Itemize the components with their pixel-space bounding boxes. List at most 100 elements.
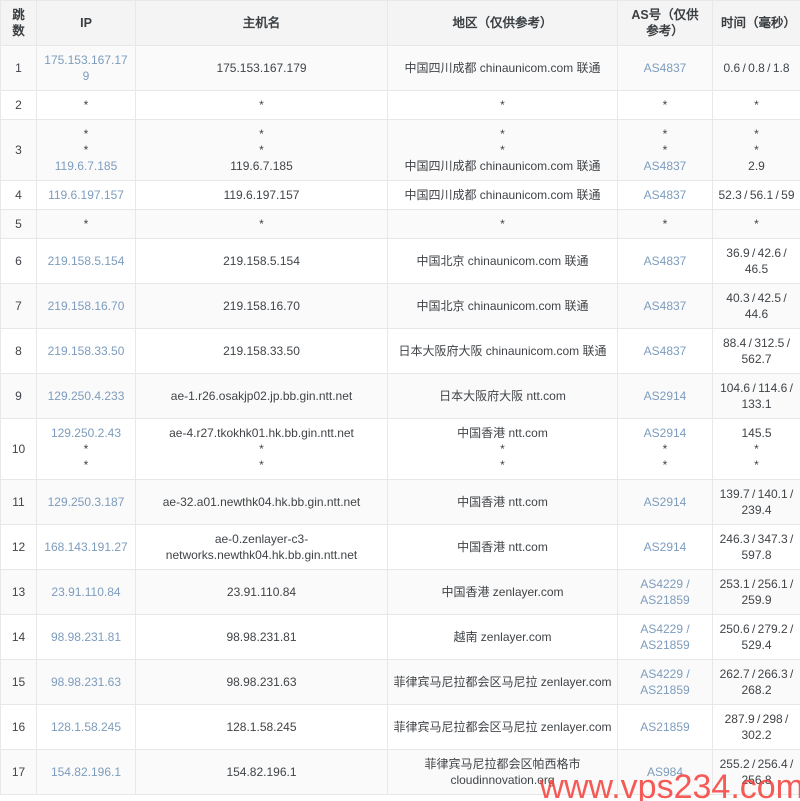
asn-link[interactable]: AS4229 / AS21859 bbox=[640, 622, 690, 652]
cell-asn: AS4837 bbox=[617, 283, 713, 329]
time-text: * bbox=[754, 127, 759, 141]
asn-link[interactable]: AS4837 bbox=[643, 188, 687, 202]
hostname-text: 98.98.231.63 bbox=[226, 675, 297, 689]
hostname-text: * bbox=[259, 458, 264, 472]
asn-text: * bbox=[662, 217, 668, 231]
asn-link[interactable]: AS4837 bbox=[643, 299, 687, 313]
hostname-text: 119.6.7.185 bbox=[230, 159, 293, 173]
cell-hostname: 219.158.33.50 bbox=[135, 328, 388, 374]
cell-region: 中国四川成都 chinaunicom.com 联通 bbox=[387, 180, 618, 210]
ip-link[interactable]: 219.158.33.50 bbox=[47, 344, 125, 358]
table-row: 6 219.158.5.154 219.158.5.154 中国北京 chinauni… bbox=[0, 238, 800, 284]
cell-region: 中国香港 zenlayer.com bbox=[387, 569, 618, 615]
asn-text: * bbox=[662, 143, 668, 157]
cell-ip: 128.1.58.245 bbox=[36, 704, 136, 750]
ip-link[interactable]: 154.82.196.1 bbox=[50, 765, 122, 779]
ip-link[interactable]: 98.98.231.81 bbox=[50, 630, 122, 644]
ip-link[interactable]: 119.6.7.185 bbox=[54, 159, 118, 173]
hop-number: 1 bbox=[15, 61, 22, 75]
cell-hostname: 98.98.231.81 bbox=[135, 614, 388, 660]
cell-asn: AS4837 bbox=[617, 328, 713, 374]
cell-hop: 7 bbox=[0, 283, 37, 329]
asn-link[interactable]: AS4837 bbox=[643, 159, 687, 173]
asn-link[interactable]: AS4837 bbox=[643, 254, 687, 268]
cell-hop: 8 bbox=[0, 328, 37, 374]
asn-link[interactable]: AS984 bbox=[646, 765, 684, 779]
time-text: 250.6 / 279.2 / 529.4 bbox=[719, 622, 794, 652]
ip-link[interactable]: 219.158.16.70 bbox=[47, 299, 125, 313]
column-header-time: 时间（毫秒） bbox=[712, 0, 800, 46]
hostname-text: 219.158.33.50 bbox=[223, 344, 300, 358]
asn-link[interactable]: AS4229 / AS21859 bbox=[640, 577, 690, 607]
cell-asn: AS2914 bbox=[617, 479, 713, 525]
region-text: 中国四川成都 chinaunicom.com 联通 bbox=[404, 159, 601, 173]
cell-hop: 12 bbox=[0, 524, 37, 570]
asn-link[interactable]: AS4229 / AS21859 bbox=[640, 667, 690, 697]
cell-hop: 9 bbox=[0, 373, 37, 419]
hostname-text: 23.91.110.84 bbox=[226, 585, 297, 599]
asn-link[interactable]: AS2914 bbox=[643, 495, 687, 509]
cell-time: 88.4 / 312.5 / 562.7 bbox=[712, 328, 800, 374]
hostname-text: 154.82.196.1 bbox=[226, 765, 297, 779]
table-row: 14 98.98.231.81 98.98.231.81 越南 zenlayer.co… bbox=[0, 614, 800, 660]
cell-time: * bbox=[712, 90, 800, 120]
table-row: 15 98.98.231.63 98.98.231.63 菲律宾马尼拉都会区马尼拉 z… bbox=[0, 659, 800, 705]
ip-link[interactable]: 129.250.4.233 bbox=[47, 389, 125, 403]
table-row: 5 * * * * * bbox=[0, 209, 800, 239]
hop-number: 12 bbox=[11, 540, 26, 554]
hostname-text: 128.1.58.245 bbox=[226, 720, 297, 734]
asn-link[interactable]: AS2914 bbox=[643, 540, 687, 554]
asn-link[interactable]: AS2914 bbox=[643, 426, 687, 440]
cell-asn: * bbox=[617, 90, 713, 120]
cell-time: 246.3 / 347.3 / 597.8 bbox=[712, 524, 800, 570]
cell-region: 日本大阪府大阪 chinaunicom.com 联通 bbox=[387, 328, 618, 374]
table-row: 1 175.153.167.179 175.153.167.179 中国四川成都 ch… bbox=[0, 45, 800, 91]
hop-number: 17 bbox=[11, 765, 26, 779]
cell-hostname: * bbox=[135, 209, 388, 239]
asn-link[interactable]: AS21859 bbox=[640, 720, 690, 734]
cell-ip: 175.153.167.179 bbox=[36, 45, 136, 91]
cell-time: 287.9 / 298 / 302.2 bbox=[712, 704, 800, 750]
time-text: 255.2 / 256.4 / 256.8 bbox=[719, 757, 794, 787]
ip-text: * bbox=[83, 442, 89, 456]
table-header: 跳数 IP 主机名 地区（仅供参考） AS号（仅供参考） 时间（毫秒） bbox=[0, 0, 800, 46]
asn-text: * bbox=[662, 442, 668, 456]
cell-region: 菲律宾马尼拉都会区帕西格市 cloudinnovation.org bbox=[387, 749, 618, 795]
table-row: 12 168.143.191.27 ae-0.zenlayer-c3-network… bbox=[0, 524, 800, 570]
time-text: 287.9 / 298 / 302.2 bbox=[724, 712, 789, 742]
ip-link[interactable]: 129.250.3.187 bbox=[47, 495, 125, 509]
table-row: 2 * * * * * bbox=[0, 90, 800, 120]
ip-link[interactable]: 168.143.191.27 bbox=[44, 540, 128, 554]
cell-region: 越南 zenlayer.com bbox=[387, 614, 618, 660]
hostname-text: ae-4.r27.tkokhk01.hk.bb.gin.ntt.net bbox=[169, 426, 354, 440]
cell-hop: 6 bbox=[0, 238, 37, 284]
ip-link[interactable]: 98.98.231.63 bbox=[50, 675, 122, 689]
table-row: 13 23.91.110.84 23.91.110.84 中国香港 zenlayer.… bbox=[0, 569, 800, 615]
time-text: 52.3 / 56.1 / 59 bbox=[718, 188, 795, 202]
asn-link[interactable]: AS2914 bbox=[643, 389, 687, 403]
time-text: * bbox=[754, 442, 759, 456]
region-text: * bbox=[500, 442, 505, 456]
hop-number: 15 bbox=[11, 675, 26, 689]
region-text: 中国香港 ntt.com bbox=[457, 540, 548, 554]
ip-link[interactable]: 129.250.2.43 bbox=[50, 426, 122, 440]
ip-link[interactable]: 23.91.110.84 bbox=[51, 585, 121, 599]
region-text: 日本大阪府大阪 chinaunicom.com 联通 bbox=[398, 344, 607, 358]
asn-link[interactable]: AS4837 bbox=[643, 61, 687, 75]
asn-link[interactable]: AS4837 bbox=[643, 344, 687, 358]
cell-time: 40.3 / 42.5 / 44.6 bbox=[712, 283, 800, 329]
cell-asn: AS4837 bbox=[617, 45, 713, 91]
ip-link[interactable]: 219.158.5.154 bbox=[47, 254, 125, 268]
cell-ip: 119.6.197.157 bbox=[36, 180, 136, 210]
cell-time: 255.2 / 256.4 / 256.8 bbox=[712, 749, 800, 795]
asn-text: * bbox=[662, 127, 668, 141]
ip-link[interactable]: 175.153.167.179 bbox=[44, 53, 128, 83]
hostname-text: ae-1.r26.osakjp02.jp.bb.gin.ntt.net bbox=[170, 389, 353, 403]
hostname-text: 119.6.197.157 bbox=[223, 188, 300, 202]
cell-hostname: ae-0.zenlayer-c3-networks.newthk04.hk.bb… bbox=[135, 524, 388, 570]
column-header-asn: AS号（仅供参考） bbox=[617, 0, 713, 46]
ip-link[interactable]: 128.1.58.245 bbox=[50, 720, 122, 734]
cell-hostname: 98.98.231.63 bbox=[135, 659, 388, 705]
ip-link[interactable]: 119.6.197.157 bbox=[48, 188, 124, 202]
